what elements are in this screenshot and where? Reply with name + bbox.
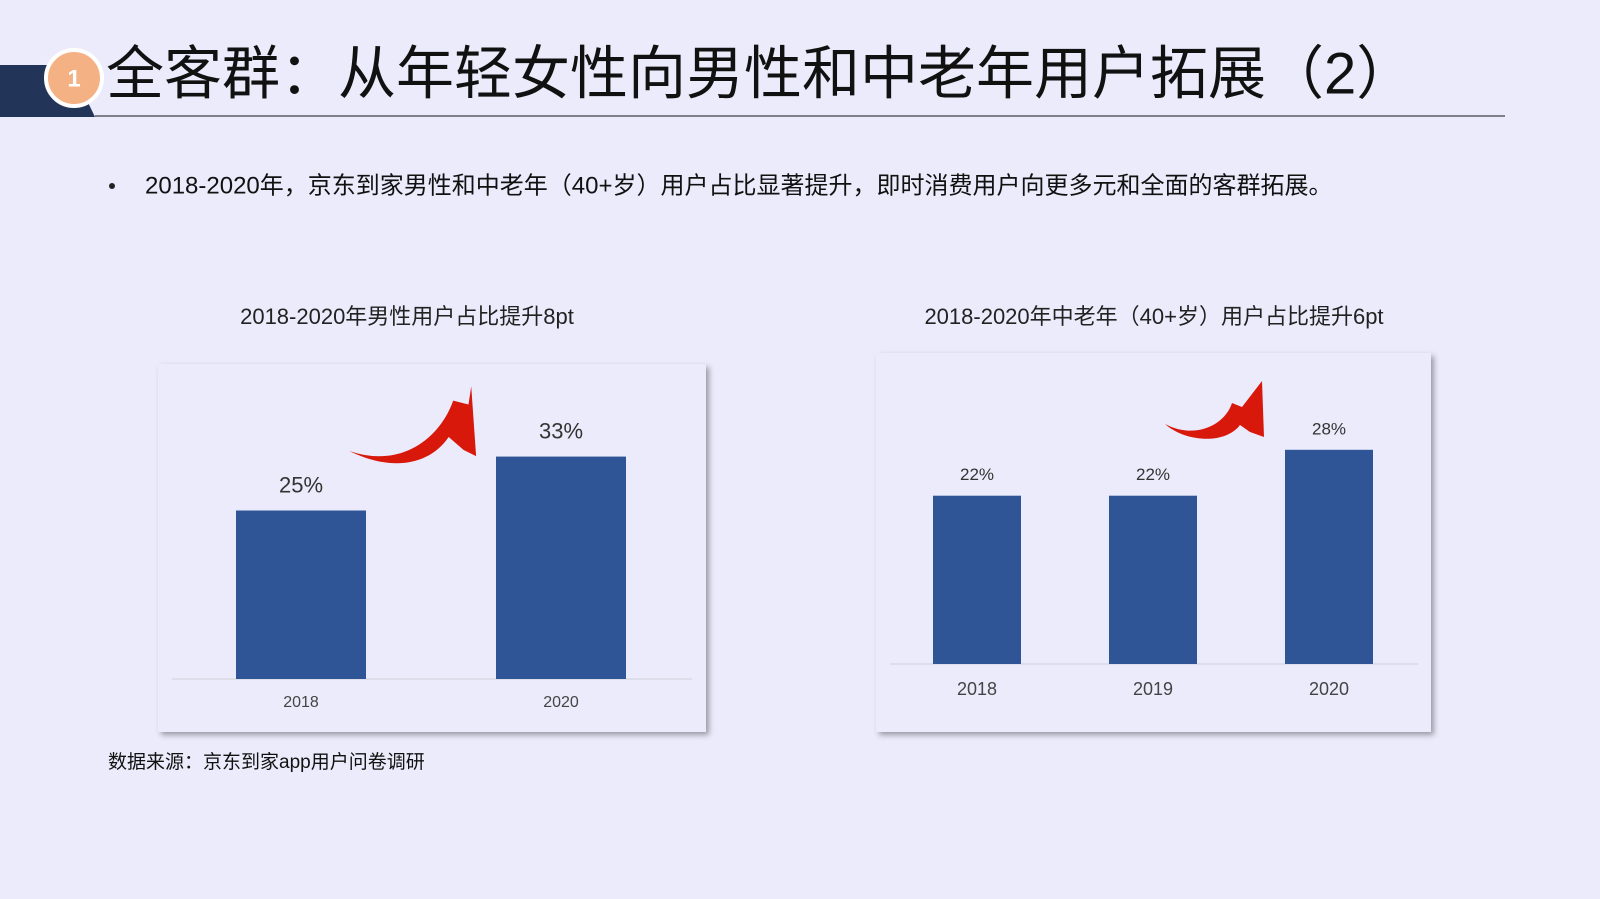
bar <box>236 510 366 679</box>
bar <box>933 495 1021 664</box>
badge-number: 1 <box>67 65 80 92</box>
badge-circle <box>44 48 104 108</box>
bullet-text: 2018-2020年，京东到家男性和中老年（40+岁）用户占比显著提升，即时消费… <box>145 172 1332 199</box>
value-label: 28% <box>1312 419 1346 438</box>
x-tick-label: 2018 <box>957 679 997 699</box>
arrow-icon <box>1165 381 1264 439</box>
value-label: 33% <box>539 418 583 443</box>
value-label: 22% <box>960 465 994 484</box>
x-tick-label: 2019 <box>1133 679 1173 699</box>
x-tick-label: 2020 <box>1309 679 1349 699</box>
source-note: 数据来源：京东到家app用户问卷调研 <box>108 751 425 773</box>
chart-title: 2018-2020年中老年（40+岁）用户占比提升6pt <box>924 304 1383 329</box>
x-tick-label: 2020 <box>543 694 579 711</box>
page-title: 全客群：从年轻女性向男性和中老年用户拓展（2） <box>106 41 1414 106</box>
arrow-icon <box>349 386 477 464</box>
chart-title: 2018-2020年男性用户占比提升8pt <box>240 304 574 329</box>
value-label: 25% <box>279 472 323 497</box>
bar <box>496 456 626 679</box>
x-tick-label: 2018 <box>283 694 319 711</box>
bullet-dot <box>109 183 115 189</box>
value-label: 22% <box>1136 465 1170 484</box>
bar <box>1109 495 1197 664</box>
bar <box>1285 449 1373 664</box>
